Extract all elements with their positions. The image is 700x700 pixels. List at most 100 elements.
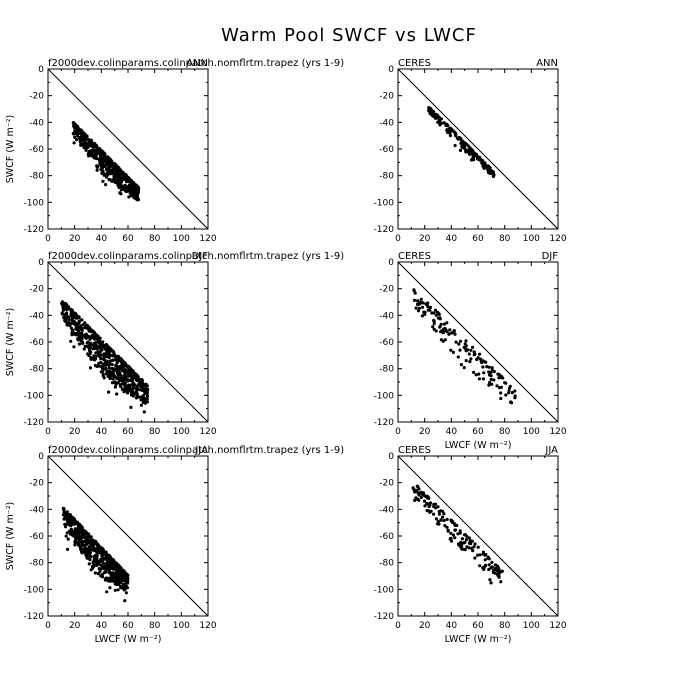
scatter-point — [123, 189, 128, 193]
scatter-point — [127, 195, 131, 199]
scatter-point — [481, 365, 485, 369]
scatter-point — [425, 494, 429, 498]
scatter-point — [113, 178, 117, 182]
scatter-point — [131, 191, 135, 195]
scatter-point — [79, 324, 83, 328]
scatter-point — [107, 355, 111, 360]
scatter-point — [75, 327, 79, 331]
panel-left-label: f2000dev.colinparams.colinpatch.nomflrtm… — [48, 58, 344, 69]
scatter-point — [109, 556, 113, 560]
y-tick-label: -100 — [374, 198, 395, 208]
scatter-point — [108, 586, 112, 590]
scatter-point — [101, 372, 105, 376]
scatter-point — [80, 318, 84, 322]
y-tick-label: -60 — [29, 338, 44, 348]
scatter-point — [449, 539, 454, 543]
scatter-point — [469, 357, 473, 361]
scatter-point — [443, 338, 447, 342]
scatter-point — [491, 170, 495, 174]
scatter-point — [133, 373, 137, 377]
scatter-point — [417, 498, 421, 502]
scatter-point — [62, 517, 66, 521]
scatter-points — [71, 121, 141, 202]
scatter-point — [472, 353, 476, 357]
scatter-point — [119, 184, 123, 189]
scatter-point — [70, 316, 74, 320]
scatter-point — [116, 582, 120, 587]
scatter-point — [478, 352, 482, 356]
scatter-point — [450, 519, 455, 524]
x-tick-label: 20 — [69, 621, 81, 631]
scatter-point — [87, 545, 91, 549]
scatter-point — [115, 392, 119, 396]
scatter-point — [121, 583, 125, 587]
scatter-point — [483, 564, 487, 568]
scatter-point — [113, 380, 117, 384]
scatter-point — [471, 549, 475, 553]
scatter-point — [80, 542, 84, 546]
scatter-point — [465, 535, 469, 539]
scatter-point — [87, 328, 91, 332]
scatter-point — [99, 574, 103, 578]
scatter-point — [122, 364, 126, 368]
scatter-point — [65, 531, 69, 535]
scatter-point — [117, 372, 121, 376]
scatter-point — [107, 390, 111, 394]
scatter-point — [125, 576, 129, 580]
scatter-point — [99, 370, 103, 374]
scatter-point — [91, 566, 95, 570]
scatter-point — [498, 375, 502, 380]
scatter-point — [103, 155, 107, 159]
scatter-point — [472, 545, 476, 549]
scatter-point — [112, 567, 116, 571]
scatter-point — [497, 569, 501, 573]
scatter-point — [123, 599, 127, 603]
scatter-point — [441, 515, 445, 519]
scatter-panel-4: 0 20 40 60 80 100 120 0 -20 -40 -60 -80 -100 -120 CERE… — [374, 251, 567, 451]
scatter-point — [103, 556, 108, 561]
scatter-point — [78, 531, 82, 535]
scatter-point — [416, 485, 420, 489]
scatter-point — [104, 173, 108, 177]
scatter-point — [452, 329, 456, 333]
scatter-point — [80, 548, 84, 552]
scatter-point — [112, 372, 116, 376]
scatter-point — [457, 342, 461, 346]
scatter-point — [114, 175, 118, 179]
scatter-point — [413, 498, 417, 502]
x-axis-title: LWCF (W m⁻²) — [445, 440, 512, 451]
scatter-point — [111, 168, 115, 172]
scatter-point — [118, 173, 122, 177]
x-tick-label: 100 — [523, 621, 540, 631]
scatter-point — [111, 358, 115, 362]
scatter-point — [483, 360, 487, 364]
scatter-point — [493, 567, 497, 571]
scatter-point — [94, 351, 98, 355]
scatter-point — [77, 342, 82, 346]
scatter-point — [137, 382, 141, 386]
scatter-point — [427, 496, 431, 500]
scatter-point — [80, 525, 84, 529]
scatter-point — [60, 311, 64, 315]
scatter-point — [458, 542, 463, 546]
y-tick-label: -120 — [24, 225, 45, 235]
scatter-point — [130, 378, 134, 382]
scatter-point — [116, 183, 120, 187]
scatter-point — [478, 155, 482, 160]
y-tick-label: -80 — [379, 365, 394, 375]
scatter-point — [107, 178, 111, 182]
scatter-point — [129, 383, 133, 387]
scatter-point — [61, 308, 65, 312]
scatter-point — [473, 542, 477, 546]
scatter-point — [107, 366, 111, 370]
x-tick-label: 40 — [96, 427, 108, 437]
scatter-point — [125, 573, 129, 577]
scatter-point — [473, 556, 477, 560]
scatter-point — [453, 536, 457, 540]
scatter-point — [113, 358, 117, 362]
x-tick-label: 100 — [523, 234, 540, 244]
x-tick-label: 40 — [96, 234, 108, 244]
x-tick-label: 60 — [472, 621, 484, 631]
scatter-point — [119, 579, 123, 583]
scatter-point — [113, 588, 117, 592]
